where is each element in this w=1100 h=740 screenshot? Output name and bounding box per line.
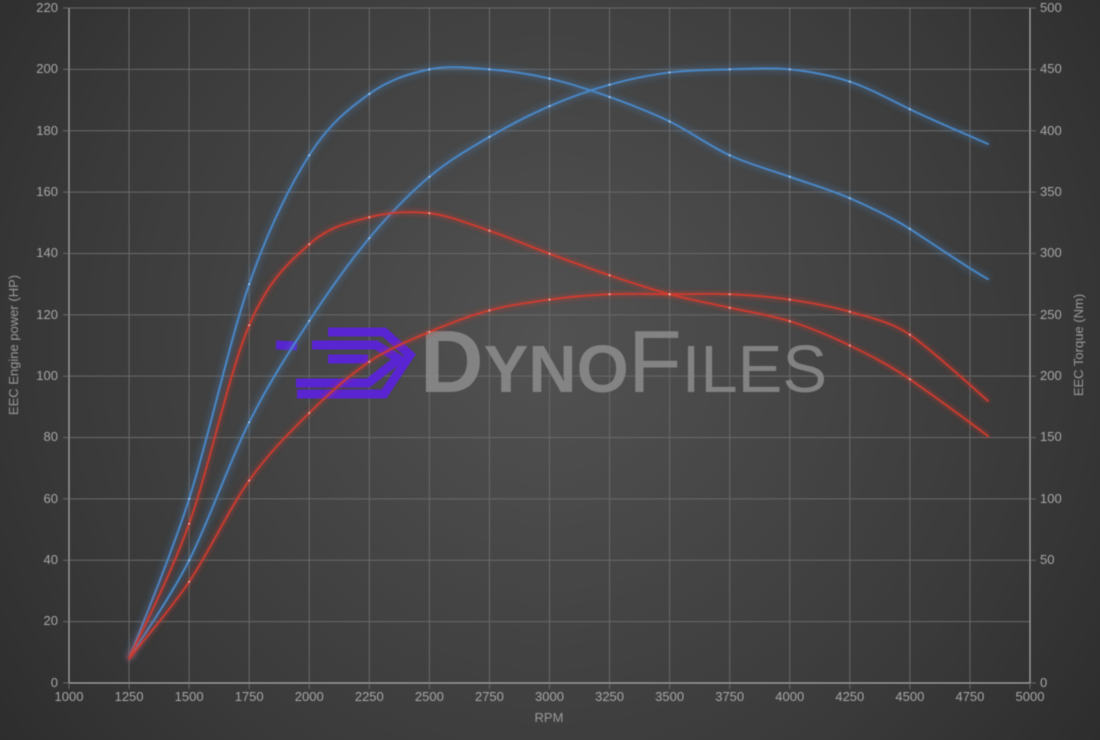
svg-text:RPM: RPM <box>535 710 564 725</box>
svg-text:3500: 3500 <box>655 689 684 704</box>
svg-text:80: 80 <box>44 429 58 444</box>
svg-text:1500: 1500 <box>175 689 204 704</box>
svg-text:50: 50 <box>1040 552 1054 567</box>
svg-text:4500: 4500 <box>895 689 924 704</box>
svg-text:1000: 1000 <box>55 689 84 704</box>
svg-text:2750: 2750 <box>475 689 504 704</box>
svg-text:40: 40 <box>44 552 58 567</box>
svg-text:EEC Engine power (HP): EEC Engine power (HP) <box>6 275 21 415</box>
svg-text:160: 160 <box>36 184 58 199</box>
svg-text:0: 0 <box>51 675 58 690</box>
svg-text:140: 140 <box>36 245 58 260</box>
svg-text:180: 180 <box>36 123 58 138</box>
svg-text:FILES: FILES <box>628 312 827 411</box>
svg-text:DYNO: DYNO <box>420 312 629 411</box>
svg-text:220: 220 <box>36 0 58 15</box>
svg-text:EEC Torque (Nm): EEC Torque (Nm) <box>1071 294 1086 396</box>
svg-text:2000: 2000 <box>295 689 324 704</box>
svg-text:60: 60 <box>44 491 58 506</box>
svg-text:3750: 3750 <box>715 689 744 704</box>
svg-text:350: 350 <box>1040 184 1062 199</box>
svg-text:200: 200 <box>1040 368 1062 383</box>
svg-text:500: 500 <box>1040 0 1062 15</box>
svg-text:20: 20 <box>44 613 58 628</box>
svg-text:4250: 4250 <box>835 689 864 704</box>
svg-text:1750: 1750 <box>235 689 264 704</box>
svg-text:200: 200 <box>36 61 58 76</box>
svg-text:3000: 3000 <box>535 689 564 704</box>
svg-text:4750: 4750 <box>955 689 984 704</box>
svg-text:100: 100 <box>1040 491 1062 506</box>
svg-text:150: 150 <box>1040 429 1062 444</box>
svg-text:5000: 5000 <box>1016 689 1045 704</box>
svg-text:100: 100 <box>36 368 58 383</box>
svg-text:400: 400 <box>1040 123 1062 138</box>
svg-text:250: 250 <box>1040 307 1062 322</box>
svg-text:0: 0 <box>1040 675 1047 690</box>
svg-text:2250: 2250 <box>355 689 384 704</box>
svg-text:4000: 4000 <box>775 689 804 704</box>
svg-text:450: 450 <box>1040 61 1062 76</box>
svg-text:3250: 3250 <box>595 689 624 704</box>
svg-text:1250: 1250 <box>115 689 144 704</box>
svg-text:120: 120 <box>36 307 58 322</box>
svg-text:2500: 2500 <box>415 689 444 704</box>
svg-text:300: 300 <box>1040 245 1062 260</box>
